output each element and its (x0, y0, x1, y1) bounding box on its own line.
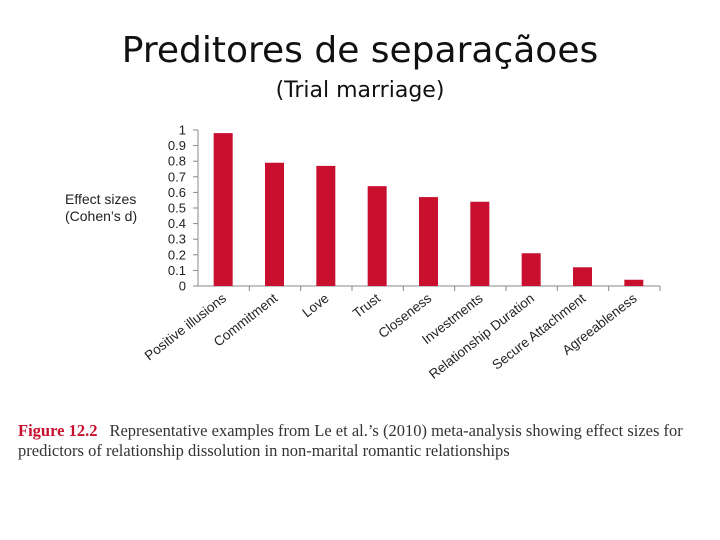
y-ticks: 00.10.20.30.40.50.60.70.80.91 (168, 123, 198, 294)
y-axis-label-line-1: Effect sizes (65, 191, 136, 207)
slide-title: Preditores de separaçãoes (121, 30, 599, 71)
y-tick-label: 0.2 (168, 247, 186, 262)
bar (419, 197, 438, 286)
y-tick-label: 0.6 (168, 185, 186, 200)
bar (624, 279, 644, 286)
y-tick-label: 1 (179, 123, 186, 138)
y-axis-label-line-2: (Cohen’s d) (65, 208, 137, 224)
figure-number: Figure 12.2 (18, 421, 98, 440)
y-tick-label: 0.1 (168, 263, 186, 278)
bar (470, 201, 490, 286)
bar (213, 133, 233, 286)
bar (265, 162, 284, 286)
figure-caption: Figure 12.2 Representative examples from … (18, 421, 713, 461)
x-tick-label: Love (299, 291, 331, 321)
y-tick-label: 0.8 (168, 154, 186, 169)
x-tick-label: Secure Attachment (489, 290, 588, 372)
bar (521, 253, 541, 286)
y-tick-label: 0.5 (168, 201, 186, 216)
slide-subtitle: (Trial marriage) (275, 78, 445, 103)
bar-chart: Effect sizes (Cohen’s d) 00.10.20.30.40.… (65, 123, 661, 382)
y-tick-label: 0 (179, 279, 186, 294)
bar (367, 186, 387, 286)
bar (316, 165, 336, 286)
bar (573, 267, 592, 286)
y-tick-label: 0.9 (168, 138, 186, 153)
x-tick-label: Trust (350, 290, 383, 321)
caption-text: Representative examples from Le et al.’s… (18, 421, 683, 460)
chart-bars (213, 133, 644, 286)
y-tick-label: 0.3 (168, 232, 186, 247)
x-tick-label: Positive illusions (142, 290, 229, 363)
y-tick-label: 0.7 (168, 169, 186, 184)
y-tick-label: 0.4 (168, 216, 186, 231)
